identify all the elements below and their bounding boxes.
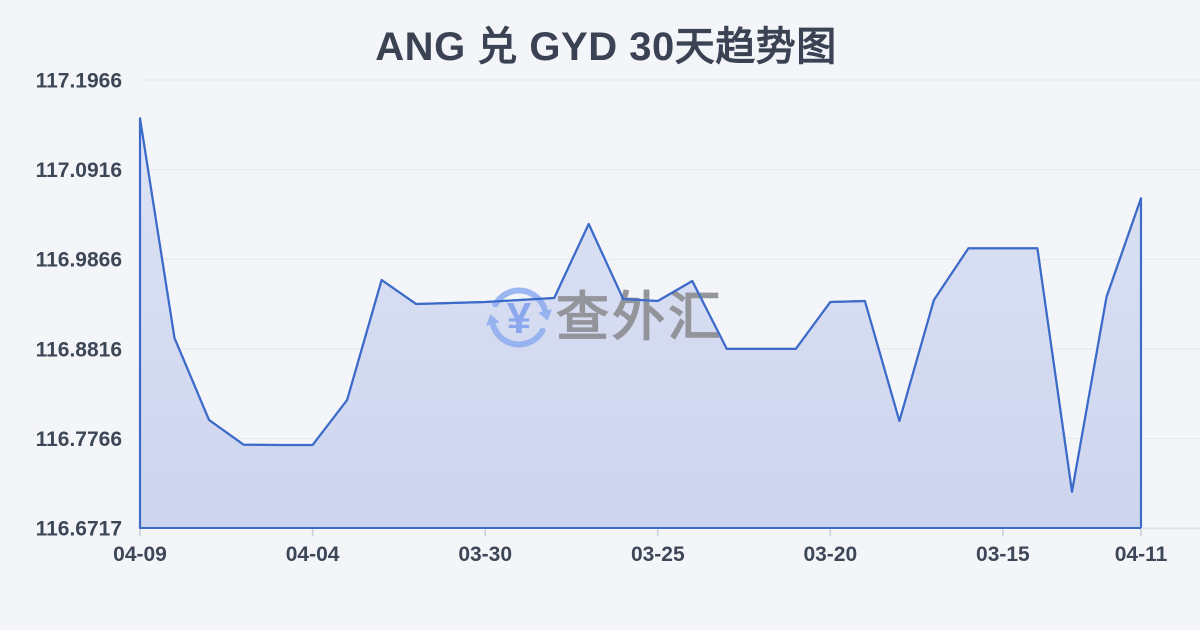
cycle-arrow-top [492, 287, 549, 314]
y-axis-tick-label: 116.9866 [36, 249, 122, 272]
watermark-brand-text: 查外汇 [556, 288, 724, 347]
trend-line [138, 117, 1143, 530]
x-axis-tick-label: 03-25 [631, 543, 685, 566]
x-axis-tick-label: 03-30 [458, 543, 512, 566]
y-axis-tick-label: 116.6717 [36, 518, 122, 541]
currency-exchange-icon: ¥ [486, 287, 552, 348]
x-axis-tick-label: 04-04 [286, 543, 340, 566]
y-axis-tick-label: 116.8816 [36, 338, 122, 361]
cycle-arrow-bottom-head [486, 314, 500, 326]
x-axis-labels: 04-09 04-04 03-30 03-25 03-20 03-15 04-11 [113, 543, 1167, 566]
y-axis-tick-label: 116.7766 [36, 428, 122, 451]
x-axis-tick-label: 04-11 [1115, 543, 1168, 566]
cycle-arrow-top-head [538, 309, 552, 321]
x-axis-tick-label: 03-15 [976, 543, 1030, 566]
x-axis-tick-label: 04-09 [113, 543, 167, 566]
x-axis-tick-label: 03-20 [803, 543, 857, 566]
yuan-symbol: ¥ [507, 294, 532, 343]
cycle-arrow-bottom [489, 321, 546, 348]
x-axis-ticks [139, 529, 1142, 536]
y-axis-tick-label: 117.1966 [36, 70, 122, 93]
watermark: ¥ 查外汇 [486, 287, 724, 348]
chart-title: ANG 兑 GYD 30天趋势图 [375, 25, 836, 69]
y-axis-tick-label: 117.0916 [36, 159, 122, 182]
y-axis-labels: 117.1966 117.0916 116.9866 116.8816 116.7766… [36, 70, 122, 541]
